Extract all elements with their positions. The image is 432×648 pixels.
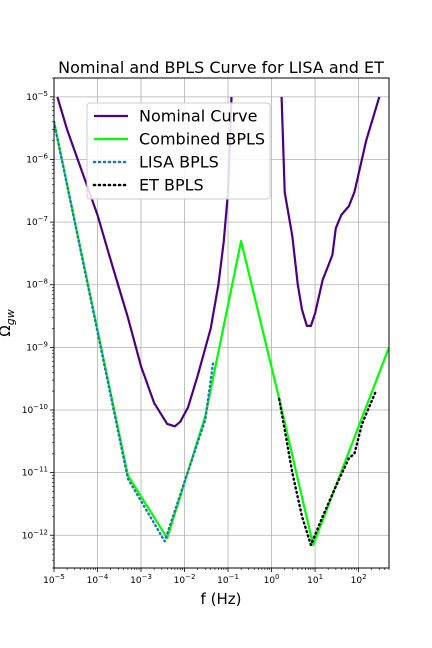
x-tick-label: 10−3 xyxy=(130,573,152,586)
x-tick-base: 10 xyxy=(87,576,99,586)
chart-title: Nominal and BPLS Curve for LISA and ET xyxy=(58,58,384,77)
y-tick-exponent: −6 xyxy=(38,152,49,160)
legend: Nominal Curve Combined BPLS LISA BPLS ET B… xyxy=(86,102,271,200)
x-tick-exponent: −2 xyxy=(185,573,195,581)
y-tick-base: 10 xyxy=(22,469,34,479)
y-tick-exponent: −5 xyxy=(38,90,48,98)
x-tick-label: 10−1 xyxy=(217,573,239,586)
x-tick-exponent: −3 xyxy=(142,573,152,581)
series-line-et-bpls xyxy=(278,389,378,547)
y-tick-label: 10−7 xyxy=(26,215,48,228)
y-tick-exponent: −8 xyxy=(38,278,48,286)
x-tick-label: 100 xyxy=(264,573,280,586)
y-tick-label: 10−8 xyxy=(26,278,48,291)
x-tick-base: 10 xyxy=(130,576,142,586)
x-tick-base: 10 xyxy=(307,576,319,586)
series-line-combined-bpls xyxy=(54,121,389,547)
series-line-lisa-bpls xyxy=(54,120,215,543)
x-tick-base: 10 xyxy=(351,576,363,586)
x-tick-exponent: −1 xyxy=(229,573,239,581)
legend-label-lisa-bpls: LISA BPLS xyxy=(139,153,219,172)
x-tick-exponent: 0 xyxy=(275,573,279,581)
y-tick-base: 10 xyxy=(22,406,34,416)
y-tick-label: 10−11 xyxy=(22,466,48,479)
legend-label-et-bpls: ET BPLS xyxy=(139,176,204,195)
y-tick-base: 10 xyxy=(26,343,38,353)
x-axis-label: f (Hz) xyxy=(201,590,242,608)
legend-box xyxy=(86,102,271,200)
y-tick-exponent: −7 xyxy=(38,215,48,223)
x-tick-label: 101 xyxy=(307,573,323,586)
x-tick-exponent: 1 xyxy=(319,573,323,581)
plot-series xyxy=(54,96,389,547)
x-tick-label: 10−4 xyxy=(87,573,109,586)
x-tick-base: 10 xyxy=(43,576,55,586)
y-tick-base: 10 xyxy=(22,531,34,541)
x-tick-label: 10−5 xyxy=(43,573,65,586)
y-tick-base: 10 xyxy=(26,218,38,228)
y-tick-exponent: −10 xyxy=(33,403,48,411)
series-line-nominal-curve xyxy=(280,96,381,327)
y-tick-label: 10−5 xyxy=(26,90,48,103)
y-tick-label: 10−10 xyxy=(22,403,48,416)
y-tick-label: 10−12 xyxy=(22,528,48,541)
y-tick-exponent: −9 xyxy=(38,340,48,348)
x-tick-exponent: −4 xyxy=(98,573,109,581)
x-tick-exponent: 2 xyxy=(362,573,366,581)
y-tick-base: 10 xyxy=(26,281,38,291)
y-axis-label: Ωgw xyxy=(0,309,17,336)
x-tick-base: 10 xyxy=(174,576,186,586)
x-tick-base: 10 xyxy=(264,576,276,586)
axis-ticks: 10−5 10−4 10−3 10−2 10−1 100 101 10210−1210−111… xyxy=(22,77,390,586)
y-tick-exponent: −11 xyxy=(33,466,48,474)
legend-label-combined-bpls: Combined BPLS xyxy=(139,130,265,149)
y-tick-label: 10−9 xyxy=(26,340,48,353)
x-tick-label: 102 xyxy=(351,573,367,586)
series-line-nominal-curve xyxy=(56,96,233,428)
x-tick-label: 10−2 xyxy=(174,573,196,586)
x-tick-base: 10 xyxy=(217,576,229,586)
y-tick-base: 10 xyxy=(26,93,38,103)
y-tick-base: 10 xyxy=(26,155,38,165)
legend-label-nominal-curve: Nominal Curve xyxy=(139,107,257,126)
x-tick-exponent: −5 xyxy=(55,573,65,581)
y-axis-label-subscript: gw xyxy=(4,309,17,325)
y-tick-exponent: −12 xyxy=(33,528,48,536)
y-tick-label: 10−6 xyxy=(26,152,48,165)
